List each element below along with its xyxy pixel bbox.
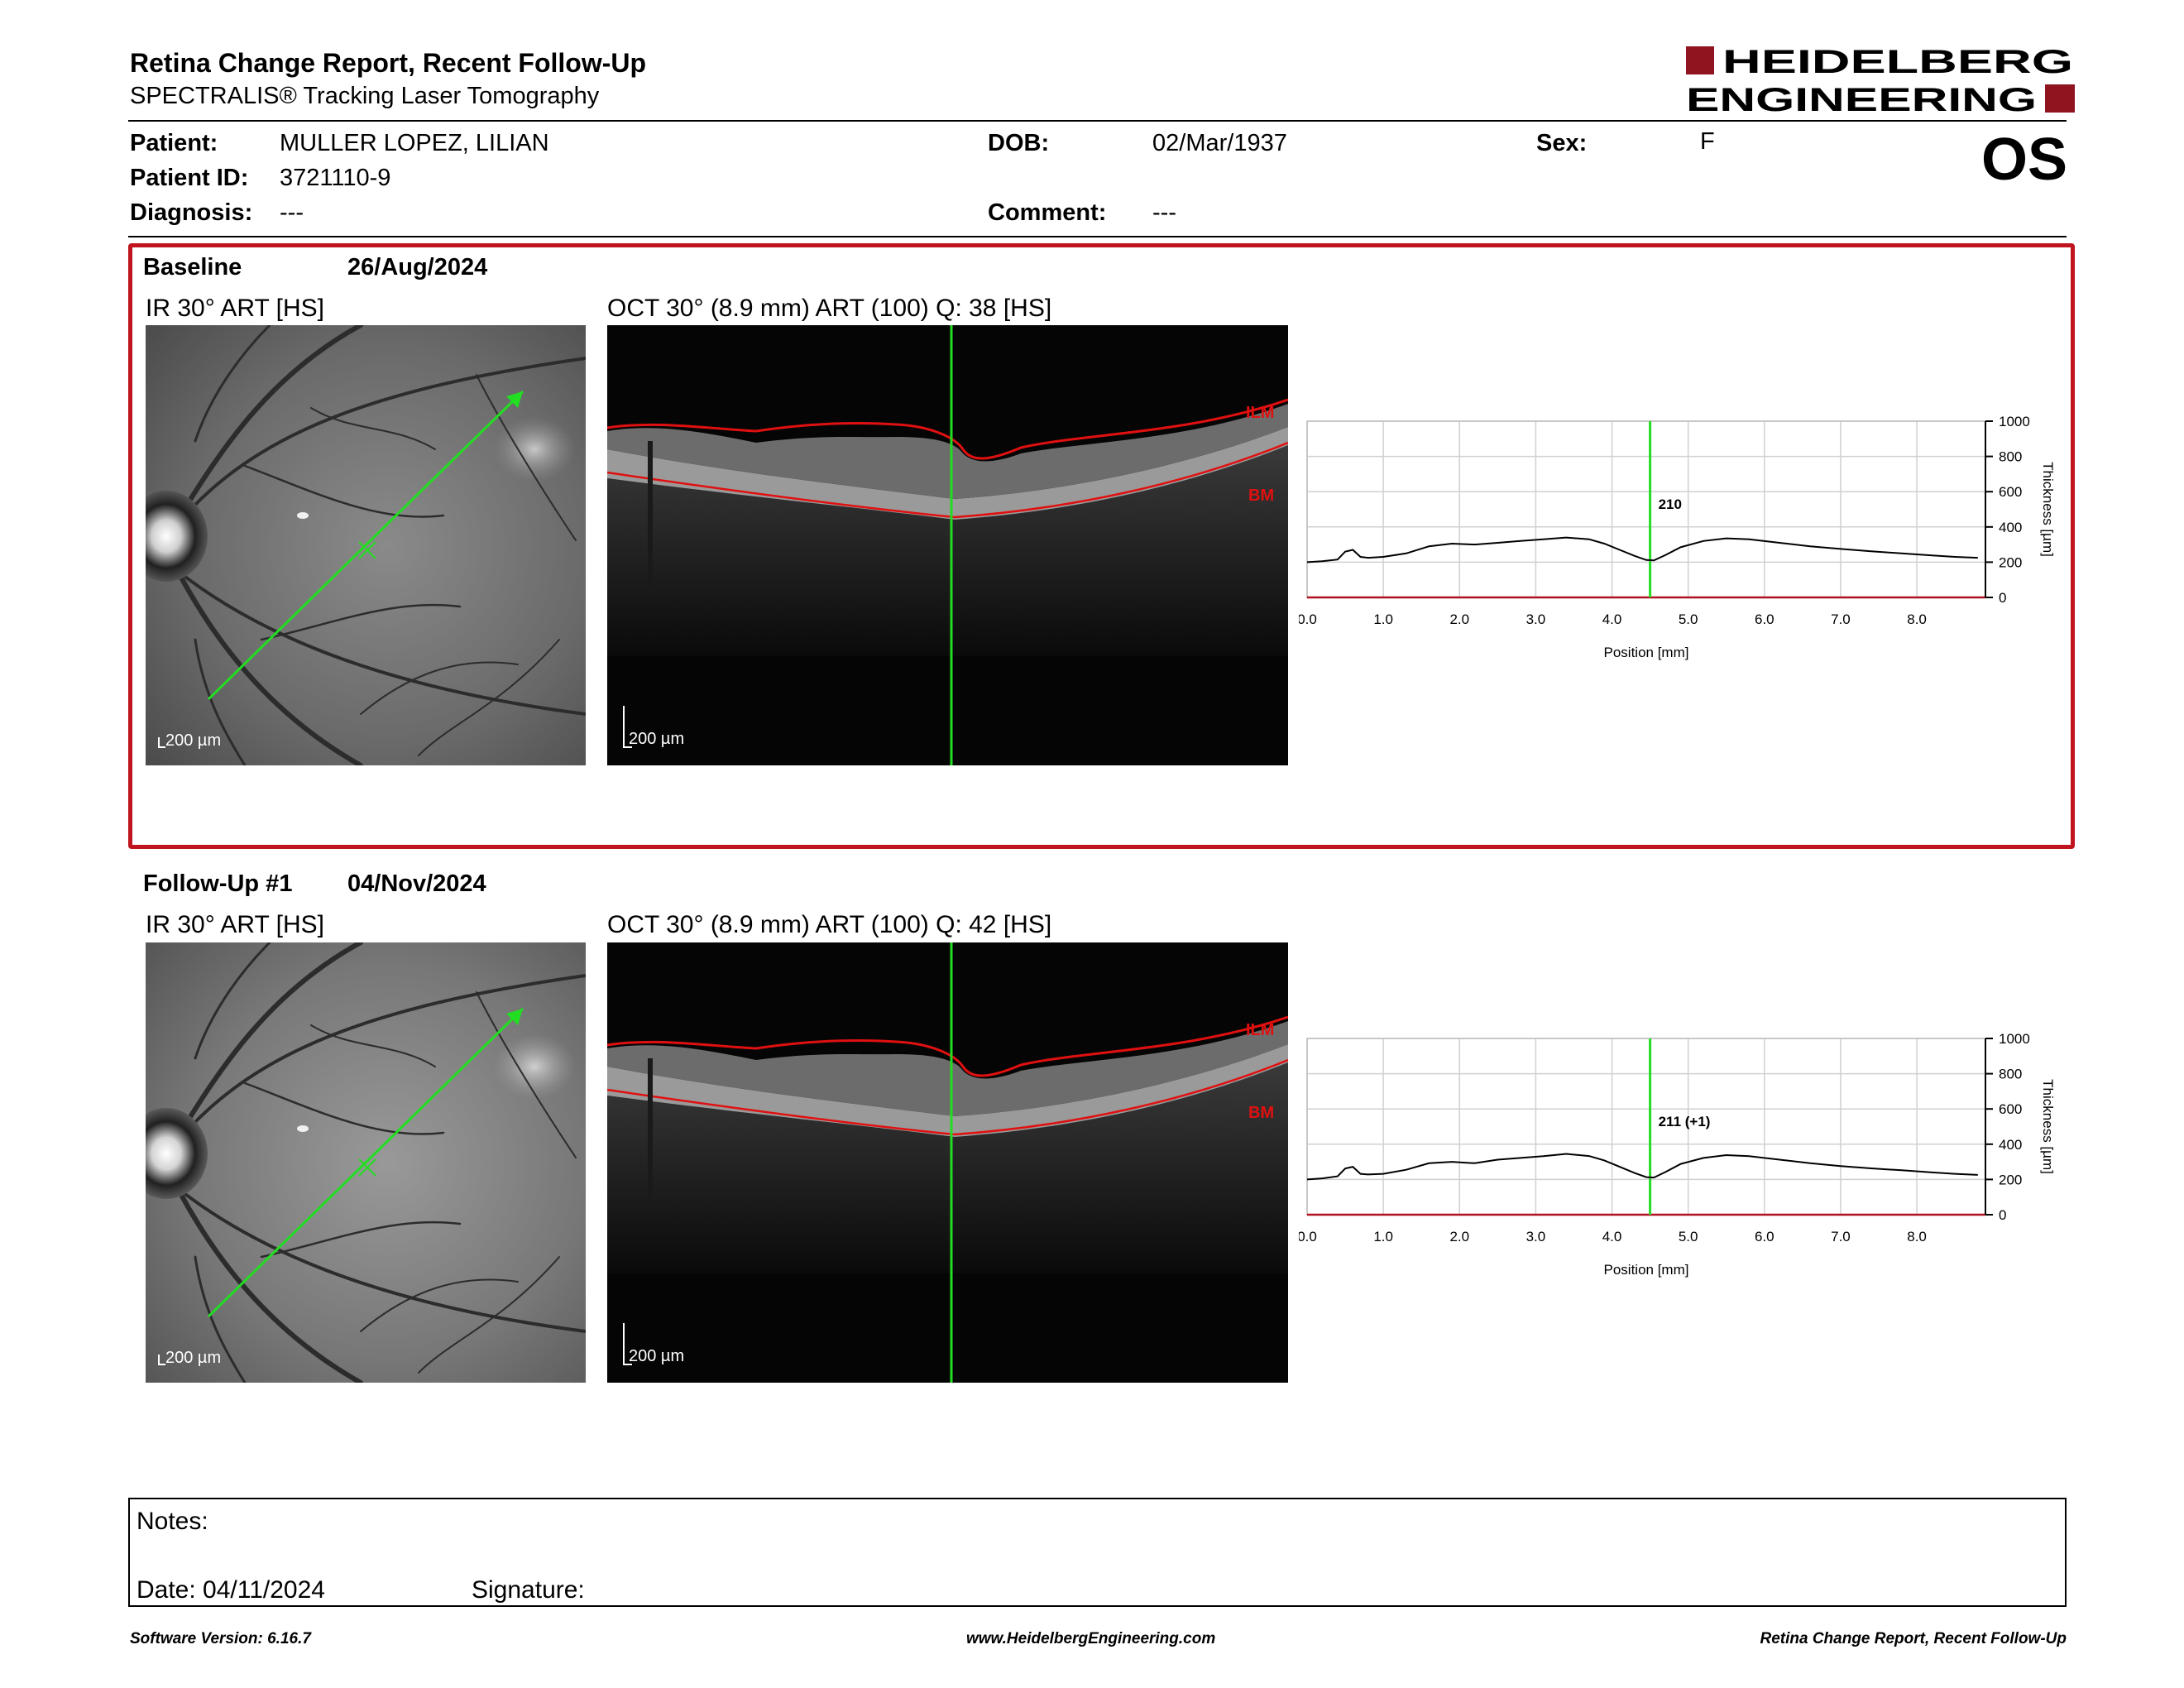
baseline-bm-label: BM (1248, 487, 1274, 505)
baseline-oct-bscan[interactable]: ILM BM 200 µm (607, 325, 1288, 765)
baseline-y-tick-label: 200 (1999, 554, 2022, 570)
followup-x-tick-label: 8.0 (1907, 1229, 1927, 1244)
baseline-y-tick-label: 0 (1999, 590, 2006, 606)
followup-ir-fundus-image[interactable]: 200 µm (146, 942, 586, 1383)
followup-x-tick-label: 4.0 (1602, 1229, 1622, 1244)
followup-y-tick-label: 600 (1999, 1101, 2022, 1117)
baseline-highlight-box (128, 243, 2075, 849)
signature-label: Signature: (472, 1576, 585, 1604)
followup-y-axis-label: Thickness [µm] (2040, 1079, 2056, 1174)
sex-value: F (1700, 128, 1715, 155)
followup-x-tick-label: 2.0 (1449, 1229, 1469, 1244)
baseline-plot-frame (1306, 420, 1986, 598)
baseline-x-tick-label: 1.0 (1373, 611, 1393, 627)
baseline-y-tick-label: 600 (1999, 484, 2022, 500)
patient-label: Patient: (130, 130, 218, 156)
notes-box[interactable] (128, 1498, 2067, 1607)
baseline-y-tick-label: 800 (1999, 449, 2022, 465)
eye-indicator: OS (1981, 127, 2068, 193)
followup-oct-scale-label: 200 µm (629, 1347, 684, 1365)
baseline-oct-scale-label: 200 µm (629, 730, 684, 748)
baseline-thickness-chart: 0.0 1.0 2.0 3.0 4.0 5.0 6.0 7.0 8.0 0 200 400 600 800… (1299, 414, 2056, 660)
baseline-thickness-value-label: 210 (1659, 496, 1682, 512)
heidelberg-logo: HEIDELBERG ENGINEERING (1686, 44, 2075, 117)
followup-thickness-chart: 0.0 1.0 2.0 3.0 4.0 5.0 6.0 7.0 8.0 0 200 400 600 800… (1299, 1031, 2056, 1278)
baseline-ir-fundus-image[interactable]: 200 µm (146, 325, 586, 765)
footer-report-name: Retina Change Report, Recent Follow-Up (1760, 1630, 2067, 1647)
baseline-date: 26/Aug/2024 (347, 254, 488, 281)
followup-date: 04/Nov/2024 (347, 870, 486, 897)
dob-label: DOB: (988, 130, 1050, 156)
svg-text:HEIDELBERG: HEIDELBERG (1722, 44, 2073, 80)
followup-thickness-value-label: 211 (+1) (1659, 1114, 1711, 1129)
baseline-x-tick-label: 4.0 (1602, 611, 1622, 627)
followup-plot-frame (1306, 1038, 1986, 1216)
followup-x-axis-label: Position [mm] (1604, 1262, 1689, 1278)
baseline-x-axis-label: Position [mm] (1604, 645, 1689, 660)
notes-label: Notes: (136, 1508, 208, 1535)
dob-value: 02/Mar/1937 (1152, 130, 1287, 156)
followup-y-tick-label: 1000 (1999, 1031, 2030, 1047)
baseline-oct-title: OCT 30° (8.9 mm) ART (100) Q: 38 [HS] (607, 295, 1052, 322)
baseline-thickness-line (1306, 536, 1978, 563)
followup-ir-scale-label: 200 µm (165, 1349, 221, 1367)
header-divider (128, 120, 2067, 122)
followup-y-tick-label: 200 (1999, 1172, 2022, 1187)
followup-oct-bscan[interactable]: ILM BM 200 µm (607, 942, 1288, 1383)
baseline-y-axis-label: Thickness [µm] (2040, 462, 2056, 557)
baseline-y-tick-label: 1000 (1999, 414, 2030, 429)
followup-oct-title: OCT 30° (8.9 mm) ART (100) Q: 42 [HS] (607, 911, 1052, 938)
baseline-ir-scale-label: 200 µm (165, 731, 221, 750)
report-subtitle: SPECTRALIS® Tracking Laser Tomography (130, 83, 600, 109)
baseline-x-tick-label: 8.0 (1907, 611, 1927, 627)
patient-id: 3721110-9 (280, 165, 391, 191)
footer-website[interactable]: www.HeidelbergEngineering.com (966, 1630, 1216, 1647)
followup-x-tick-label: 7.0 (1831, 1229, 1851, 1244)
patient-name: MULLER LOPEZ, LILIAN (280, 130, 549, 156)
sex-label: Sex: (1536, 130, 1588, 156)
baseline-x-tick-label: 2.0 (1449, 611, 1469, 627)
followup-ir-title: IR 30° ART [HS] (146, 911, 324, 938)
followup-x-tick-label: 6.0 (1755, 1229, 1774, 1244)
followup-x-tick-label: 3.0 (1526, 1229, 1546, 1244)
baseline-x-tick-label: 5.0 (1679, 611, 1698, 627)
baseline-x-tick-label: 0.0 (1299, 611, 1317, 627)
notes-date: Date: 04/11/2024 (136, 1576, 325, 1604)
comment-value: --- (1152, 199, 1176, 226)
followup-x-tick-label: 0.0 (1299, 1229, 1317, 1244)
comment-label: Comment: (988, 199, 1107, 226)
followup-x-tick-label: 5.0 (1679, 1229, 1698, 1244)
followup-bm-label: BM (1248, 1104, 1274, 1122)
baseline-x-tick-label: 6.0 (1755, 611, 1774, 627)
followup-x-tick-label: 1.0 (1373, 1229, 1393, 1244)
followup-label: Follow-Up #1 (143, 870, 293, 897)
followup-y-tick-label: 400 (1999, 1137, 2022, 1153)
baseline-x-tick-label: 7.0 (1831, 611, 1851, 627)
patient-divider (128, 236, 2067, 237)
footer-software-version: Software Version: 6.16.7 (130, 1630, 311, 1647)
diagnosis-label: Diagnosis: (130, 199, 253, 226)
baseline-x-tick-label: 3.0 (1526, 611, 1546, 627)
diagnosis-value: --- (280, 199, 304, 226)
followup-thickness-line (1306, 1153, 1978, 1181)
report-title: Retina Change Report, Recent Follow-Up (130, 48, 647, 78)
followup-y-tick-label: 800 (1999, 1067, 2022, 1082)
baseline-y-tick-label: 400 (1999, 520, 2022, 535)
followup-ilm-label: ILM (1246, 1021, 1274, 1039)
baseline-label: Baseline (143, 254, 242, 281)
followup-y-tick-label: 0 (1999, 1207, 2006, 1223)
baseline-ir-title: IR 30° ART [HS] (146, 295, 324, 322)
patient-id-label: Patient ID: (130, 165, 249, 191)
baseline-ilm-label: ILM (1246, 404, 1274, 422)
svg-text:ENGINEERING: ENGINEERING (1686, 82, 2037, 117)
